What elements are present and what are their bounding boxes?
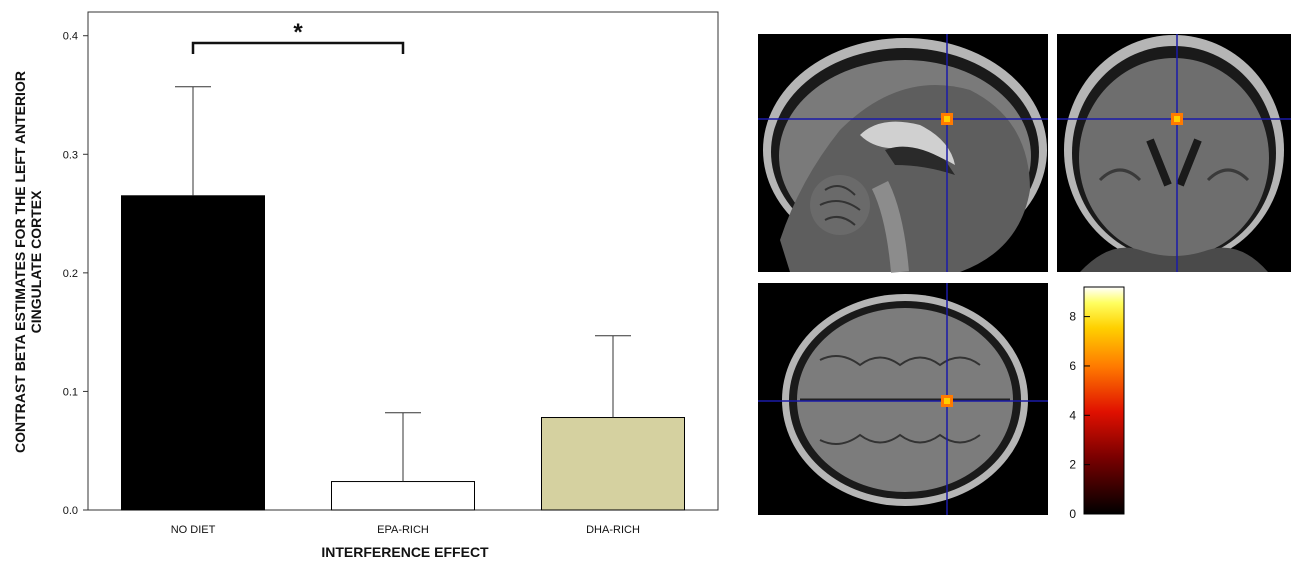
axial-brain-panel — [758, 283, 1048, 515]
colorbar-tick-label: 6 — [1069, 359, 1076, 373]
y-axis-title-line2: CINGULATE CORTEX — [28, 190, 44, 334]
y-tick-label: 0.1 — [63, 386, 78, 398]
category-label: EPA-RICH — [377, 524, 429, 536]
significance-bracket: * — [191, 19, 405, 54]
y-tick-label: 0.4 — [63, 31, 78, 43]
colorbar-tick-label: 8 — [1069, 310, 1076, 324]
y-axis: 0.0 0.1 0.2 0.3 0.4 — [63, 31, 88, 517]
colorbar-tick-label: 4 — [1069, 408, 1076, 422]
significance-star: * — [293, 19, 303, 46]
category-label: DHA-RICH — [586, 524, 640, 536]
bar — [121, 195, 265, 511]
x-axis-title: INTERFERENCE EFFECT — [321, 544, 489, 560]
colorbar-tick-label: 2 — [1069, 458, 1076, 472]
bar-chart: 0.00.10.20.30.4 NO DIET EPA-RICH DHA-RICH … — [12, 11, 719, 560]
y-tick-label: 0.3 — [63, 149, 78, 161]
y-axis-title-line1: CONTRAST BETA ESTIMATES FOR THE LEFT ANT… — [12, 71, 28, 453]
category-label: NO DIET — [171, 524, 216, 536]
colorbar: 0 2 4 6 8 — [1069, 286, 1125, 521]
y-tick-label: 0.2 — [63, 268, 78, 280]
bar — [331, 481, 475, 511]
y-tick-label: 0.0 — [63, 505, 78, 517]
colorbar-ticks: 0 2 4 6 8 — [1069, 310, 1090, 521]
x-axis-categories: NO DIET EPA-RICH DHA-RICH — [171, 524, 640, 536]
bar — [541, 417, 685, 511]
colorbar-tick-label: 0 — [1069, 507, 1076, 521]
bracket-line — [191, 41, 405, 54]
bars — [121, 86, 685, 511]
colorbar-gradient — [1083, 286, 1125, 515]
coronal-brain-panel — [1057, 34, 1291, 272]
sagittal-brain-panel — [758, 34, 1048, 273]
